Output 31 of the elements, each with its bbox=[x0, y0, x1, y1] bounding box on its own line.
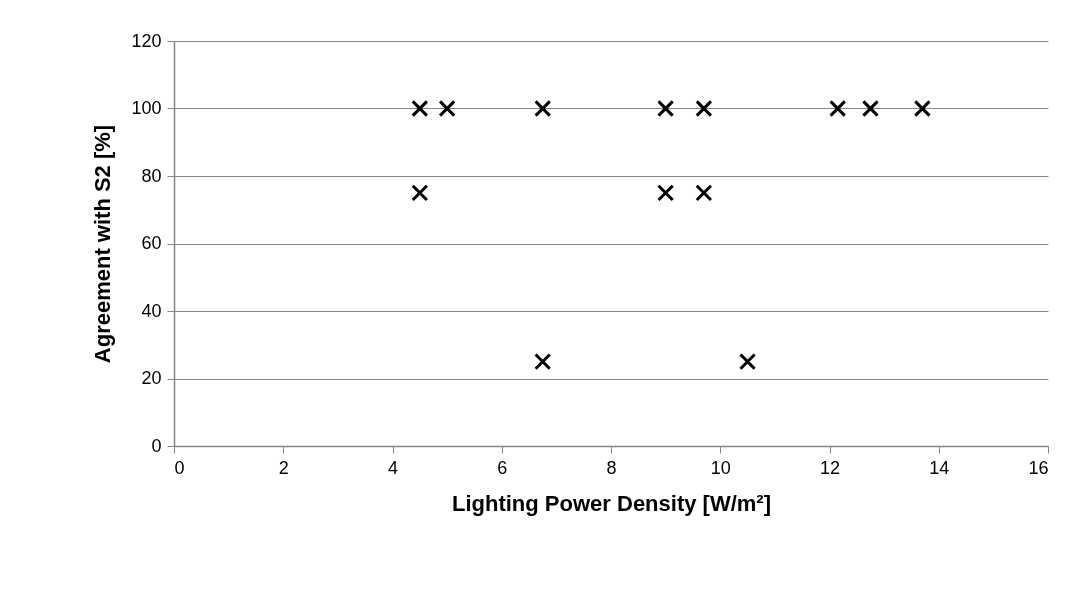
point bbox=[657, 184, 675, 202]
point bbox=[861, 99, 880, 118]
x-axis-title: Lighting Power Density [W/m²] bbox=[452, 490, 771, 516]
y-tick-label: 80 bbox=[141, 165, 162, 186]
point bbox=[695, 184, 713, 202]
point bbox=[534, 99, 552, 118]
y-tick-label: 100 bbox=[131, 98, 162, 118]
x-tick-label: 4 bbox=[387, 457, 399, 478]
y-tick-label: 0 bbox=[151, 435, 162, 456]
x-tick-label: 0 bbox=[174, 457, 185, 478]
x-tick-label: 6 bbox=[497, 457, 508, 478]
y-tick-label: 40 bbox=[141, 300, 162, 321]
y-tick-label: 120 bbox=[131, 30, 162, 51]
point bbox=[438, 99, 456, 118]
x-tick-label: 16 bbox=[1028, 457, 1049, 478]
x-tick-label: 12 bbox=[819, 457, 841, 478]
point bbox=[695, 99, 713, 118]
point bbox=[411, 99, 429, 118]
x-tick-label: 10 bbox=[710, 457, 731, 478]
point bbox=[411, 184, 429, 202]
point bbox=[829, 99, 847, 118]
y-axis-title: Agreement with S2 [%] bbox=[90, 124, 116, 364]
point bbox=[534, 353, 552, 371]
x-tick-label: 2 bbox=[278, 457, 289, 478]
point bbox=[913, 99, 931, 118]
x-tick-label: 8 bbox=[606, 457, 617, 478]
point bbox=[657, 99, 675, 118]
point bbox=[738, 353, 757, 371]
y-tick-label: 60 bbox=[141, 233, 162, 253]
x-tick-label: 14 bbox=[929, 457, 950, 478]
y-tick-label: 20 bbox=[141, 368, 162, 388]
